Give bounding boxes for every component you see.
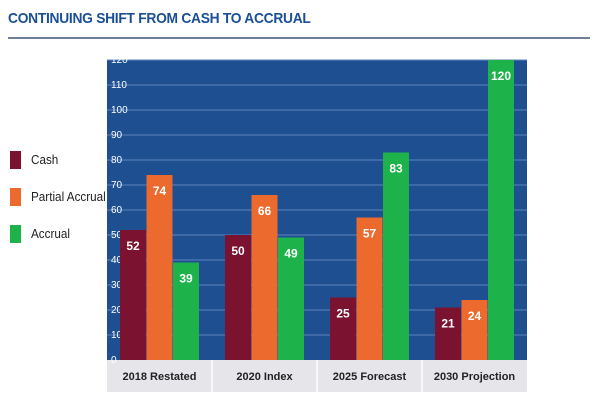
bar-accrual-2025-forecast <box>383 152 409 360</box>
y-tick-label: 60 <box>111 205 123 216</box>
x-tick-label: 2030 Projection <box>434 371 516 383</box>
bar-partial-accrual-2018-restated <box>146 175 173 360</box>
legend-item-accrual: Accrual <box>10 224 114 243</box>
legend-item-cash: Cash <box>10 150 114 169</box>
y-tick-label: 80 <box>111 155 123 166</box>
bar-cash-2030-projection <box>435 307 461 360</box>
y-tick-label: 0 <box>111 355 117 366</box>
title-divider <box>8 37 590 39</box>
legend-label-accrual: Accrual <box>31 226 71 241</box>
bar-partial-accrual-2025-forecast <box>356 217 383 360</box>
chart-title: CONTINUING SHIFT FROM CASH TO ACCRUAL <box>8 10 311 27</box>
y-tick-label: 90 <box>111 130 123 141</box>
legend-swatch-accrual <box>10 224 21 243</box>
legend: Cash Partial Accrual Accrual <box>10 150 114 261</box>
legend-label-cash: Cash <box>31 152 59 167</box>
data-label-accrual-2018-restated: 39 <box>179 272 193 286</box>
legend-item-partial-accrual: Partial Accrual <box>10 187 114 206</box>
x-tick-label: 2025 Forecast <box>333 371 407 383</box>
y-tick-label: 40 <box>111 255 123 266</box>
y-tick-label: 110 <box>111 80 127 91</box>
bar-accrual-2018-restated <box>173 262 199 360</box>
y-tick-label: 30 <box>111 280 123 291</box>
data-label-partial-accrual-2018-restated: 74 <box>153 184 167 198</box>
data-label-accrual-2025-forecast: 83 <box>389 162 403 176</box>
legend-swatch-partial-accrual <box>10 187 21 206</box>
bar-cash-2020-index <box>225 235 251 360</box>
x-tick-label: 2018 Restated <box>123 371 197 383</box>
bar-partial-accrual-2020-index <box>251 195 278 360</box>
data-label-cash-2018-restated: 52 <box>126 239 140 253</box>
legend-label-partial-accrual: Partial Accrual <box>31 189 106 204</box>
data-label-cash-2030-projection: 21 <box>441 317 455 331</box>
data-label-accrual-2020-index: 49 <box>284 247 298 261</box>
bar-cash-2018-restated <box>120 230 146 360</box>
bar-cash-2025-forecast <box>330 297 356 360</box>
bar-accrual-2020-index <box>278 237 304 360</box>
data-label-cash-2020-index: 50 <box>231 244 245 258</box>
data-label-partial-accrual-2025-forecast: 57 <box>363 227 377 241</box>
x-tick-label: 2020 Index <box>236 371 293 383</box>
y-tick-label: 70 <box>111 180 123 191</box>
data-label-partial-accrual-2030-projection: 24 <box>468 309 482 323</box>
legend-swatch-cash <box>10 150 21 169</box>
bar-partial-accrual-2030-projection <box>461 300 488 360</box>
y-tick-label: 50 <box>111 230 123 241</box>
bar-accrual-2030-projection <box>488 60 514 360</box>
data-label-cash-2025-forecast: 25 <box>336 307 350 321</box>
data-label-partial-accrual-2020-index: 66 <box>258 204 272 218</box>
y-tick-label: 100 <box>111 105 128 116</box>
y-tick-label: 20 <box>111 305 123 316</box>
data-label-accrual-2030-projection: 120 <box>491 69 511 83</box>
y-tick-label: 10 <box>111 330 123 341</box>
y-tick-label: 120 <box>111 55 128 66</box>
